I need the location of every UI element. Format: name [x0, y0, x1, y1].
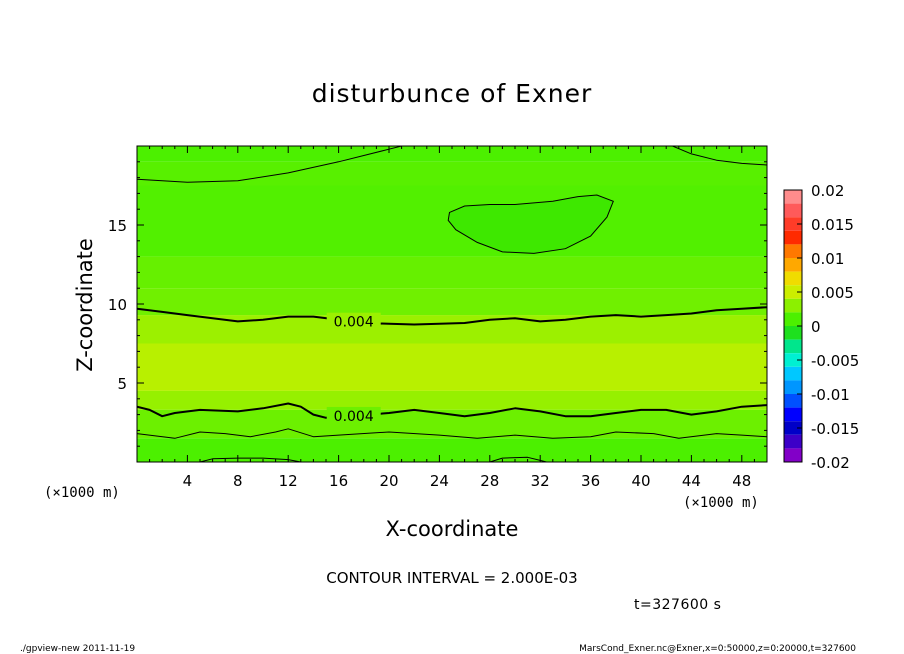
contour-line-2 [137, 306, 767, 326]
colorbar-tick-label: 0 [811, 318, 821, 336]
x-tick-label: 40 [631, 472, 650, 490]
field-band-6 [137, 343, 767, 391]
y-tick-label: 15 [108, 217, 127, 235]
contour-label: 0.004 [334, 315, 374, 331]
x-tick-label: 8 [233, 472, 243, 490]
x-axis-label: X-coordinate [386, 517, 519, 541]
x-tick-label: 16 [329, 472, 348, 490]
contour-line-6 [489, 456, 547, 462]
x-tick-label: 48 [732, 472, 751, 490]
colorbar-level-6 [784, 271, 802, 286]
contour-label-bg [326, 312, 381, 329]
colorbar-level-9 [784, 312, 802, 326]
colorbar-level-16 [784, 407, 802, 422]
colorbar-level-8 [784, 298, 802, 313]
y-tick-label: 5 [117, 375, 127, 393]
field-band-7 [137, 390, 767, 410]
x-tick-label: 32 [531, 472, 550, 490]
colorbar-tick-label: 0.015 [811, 216, 854, 234]
colorbar-tick-label: -0.005 [811, 352, 859, 370]
field-band-1 [137, 161, 767, 186]
field-band-5 [137, 315, 767, 344]
x-unit-left: (×1000 m) [44, 485, 120, 501]
contour-labels: 0.004 0.004 [326, 312, 381, 425]
field-band-9 [137, 438, 767, 462]
colorbar-level-12 [784, 353, 802, 367]
colorbar-tick-label: -0.01 [811, 386, 850, 404]
colorbar-level-7 [784, 285, 802, 299]
colorbar-tick-label: 0.01 [811, 250, 844, 268]
footer-right: MarsCond_Exner.nc@Exner,x=0:50000,z=0:20… [579, 644, 856, 654]
colorbar-level-1 [784, 203, 802, 218]
time-stamp: t=327600 s [634, 597, 721, 613]
colorbar-ticks: 0.02 0.015 0.01 0.005 0 -0.005 -0.01 -0.015 -0.0… [797, 182, 859, 472]
colorbar-tick-label: 0.02 [811, 182, 844, 200]
contour-interval-note: CONTOUR INTERVAL = 2.000E-03 [326, 569, 577, 587]
colorbar-level-13 [784, 366, 802, 381]
contour-line-4 [137, 428, 767, 439]
colorbar-level-18 [784, 434, 802, 449]
colorbar-level-3 [784, 230, 802, 245]
colorbar-level-10 [784, 326, 802, 340]
colorbar [783, 189, 803, 463]
colorbar-level-0 [784, 190, 802, 204]
x-tick-label: 20 [379, 472, 398, 490]
chart-title: disturbunce of Exner [312, 79, 593, 108]
colorbar-level-15 [784, 394, 802, 408]
contour-lines [137, 146, 767, 462]
x-tick-label: 28 [480, 472, 499, 490]
field-bands [137, 146, 767, 462]
x-tick-label: 12 [279, 472, 298, 490]
y-axis-ticks: 5 10 15 [108, 161, 767, 447]
contour-line-5 [199, 457, 301, 462]
y-tick-label: 10 [108, 296, 127, 314]
x-tick-label: 44 [682, 472, 701, 490]
x-tick-label: 4 [183, 472, 193, 490]
closed-region [447, 194, 614, 254]
colorbar-level-14 [784, 380, 802, 394]
colorbar-level-2 [784, 217, 802, 231]
x-tick-label: 24 [430, 472, 449, 490]
x-tick-label: 36 [581, 472, 600, 490]
colorbar-tick-label: -0.015 [811, 420, 859, 438]
closed-contour-region [447, 194, 614, 254]
y-axis-label: Z-coordinate [73, 238, 97, 372]
x-axis-ticks: 4 8 12 16 20 24 28 32 36 40 44 48 [149, 146, 755, 490]
contour-label: 0.004 [334, 409, 374, 425]
colorbar-level-17 [784, 421, 802, 435]
colorbar-level-11 [784, 339, 802, 354]
field-band-0 [137, 146, 767, 162]
contour-line-1 [672, 146, 767, 166]
contour-line-0 [137, 146, 402, 183]
plot-area [137, 146, 767, 462]
x-unit-right: (×1000 m) [683, 495, 759, 511]
field-band-3 [137, 256, 767, 289]
contour-label-bg [326, 406, 381, 423]
colorbar-tick-label: -0.02 [811, 454, 850, 472]
colorbar-level-4 [784, 244, 802, 258]
colorbar-level-19 [784, 448, 802, 462]
contour-line-3 [137, 402, 767, 419]
colorbar-tick-label: 0.005 [811, 284, 854, 302]
field-band-4 [137, 288, 767, 316]
footer-left: ./gpview-new 2011-11-19 [20, 644, 135, 654]
colorbar-level-5 [784, 258, 802, 272]
